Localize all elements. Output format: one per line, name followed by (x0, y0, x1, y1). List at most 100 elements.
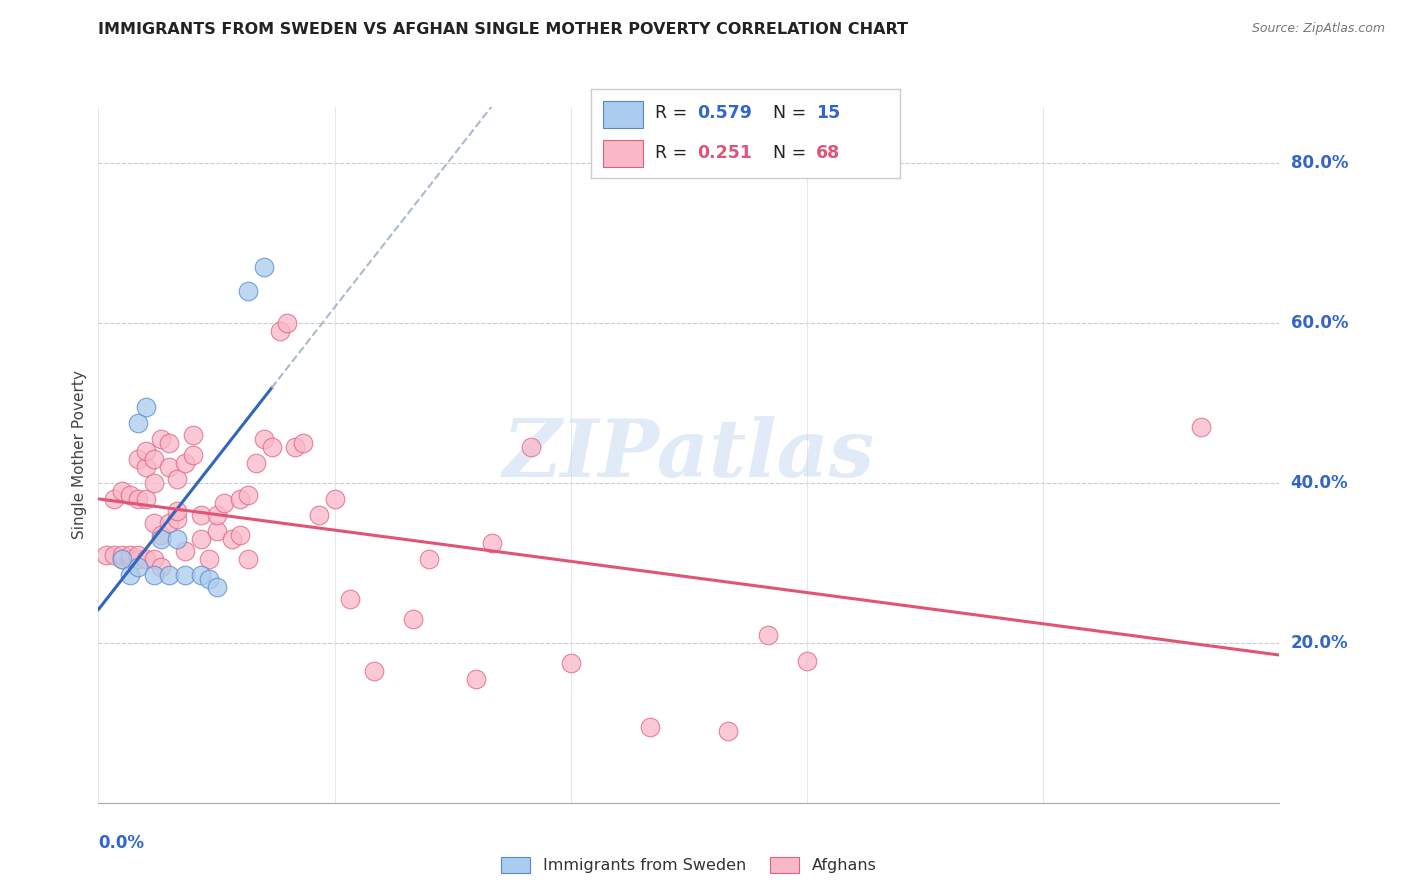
Point (174, 567, 197, 582)
Point (103, 491, 125, 506)
Point (402, 612, 425, 626)
Point (142, 516, 165, 530)
Point (166, 512, 188, 526)
Point (96, 548, 118, 562)
Point (205, 580, 228, 594)
Point (157, 567, 180, 582)
Point (135, 459, 157, 474)
Point (418, 552, 440, 566)
Point (190, 532, 212, 546)
Point (1189, 420, 1212, 434)
Point (260, 440, 283, 454)
Point (284, 440, 307, 454)
Point (465, 672, 488, 686)
FancyBboxPatch shape (603, 101, 643, 128)
Point (253, 260, 276, 274)
Legend: Immigrants from Sweden, Afghans: Immigrants from Sweden, Afghans (495, 850, 883, 880)
Point (197, 572, 219, 586)
Point (127, 548, 149, 562)
Point (150, 532, 173, 546)
Point (118, 567, 141, 582)
Point (363, 664, 385, 678)
Point (118, 488, 141, 502)
Point (197, 552, 219, 566)
Point (214, 496, 236, 510)
Point (756, 628, 779, 642)
Point (150, 560, 173, 574)
Text: 40.0%: 40.0% (1291, 474, 1348, 491)
Point (111, 552, 134, 566)
Point (118, 548, 141, 562)
Point (181, 448, 204, 462)
Point (142, 567, 165, 582)
Point (638, 720, 661, 734)
Point (127, 416, 149, 430)
Point (150, 432, 173, 446)
Point (245, 456, 267, 470)
Point (205, 524, 228, 538)
Point (339, 591, 361, 606)
Text: 68: 68 (817, 145, 841, 162)
Point (221, 532, 243, 546)
Point (308, 508, 330, 522)
Point (103, 548, 125, 562)
Point (292, 436, 315, 450)
Point (142, 451, 165, 466)
Point (166, 532, 188, 546)
Point (127, 560, 149, 574)
Point (174, 544, 197, 558)
Point (236, 552, 259, 566)
Point (111, 552, 134, 566)
Point (166, 504, 188, 518)
Text: N =: N = (773, 145, 811, 162)
Text: 0.579: 0.579 (697, 104, 752, 122)
Point (205, 508, 228, 522)
Point (157, 459, 180, 474)
Text: R =: R = (655, 104, 693, 122)
Point (190, 567, 212, 582)
Text: ZIPatlas: ZIPatlas (503, 417, 875, 493)
Point (269, 324, 291, 338)
Point (174, 456, 197, 470)
Point (135, 552, 157, 566)
Point (229, 528, 252, 542)
Point (796, 654, 818, 668)
Point (111, 548, 134, 562)
Text: 0.0%: 0.0% (98, 834, 145, 852)
Point (181, 428, 204, 442)
Text: 60.0%: 60.0% (1291, 314, 1348, 332)
Point (229, 491, 252, 506)
Point (157, 436, 180, 450)
Point (481, 536, 503, 550)
Point (236, 488, 259, 502)
Point (560, 656, 582, 670)
Point (135, 400, 157, 414)
Text: R =: R = (655, 145, 693, 162)
Point (135, 444, 157, 458)
Point (520, 440, 543, 454)
Point (127, 552, 149, 566)
Text: N =: N = (773, 104, 811, 122)
Point (717, 723, 740, 738)
Point (127, 451, 149, 466)
Point (135, 491, 157, 506)
Point (142, 552, 165, 566)
Point (323, 491, 346, 506)
Text: 80.0%: 80.0% (1291, 154, 1348, 172)
Point (142, 475, 165, 490)
Point (118, 552, 141, 566)
Point (127, 491, 149, 506)
Point (150, 528, 173, 542)
Point (190, 508, 212, 522)
Y-axis label: Single Mother Poverty: Single Mother Poverty (72, 370, 87, 540)
Text: 15: 15 (817, 104, 841, 122)
Text: 0.251: 0.251 (697, 145, 752, 162)
Text: IMMIGRANTS FROM SWEDEN VS AFGHAN SINGLE MOTHER POVERTY CORRELATION CHART: IMMIGRANTS FROM SWEDEN VS AFGHAN SINGLE … (98, 22, 908, 37)
Point (157, 516, 180, 530)
Text: 20.0%: 20.0% (1291, 634, 1348, 652)
Point (166, 472, 188, 486)
Point (253, 432, 276, 446)
Point (276, 316, 298, 330)
FancyBboxPatch shape (603, 140, 643, 167)
Point (236, 284, 259, 298)
